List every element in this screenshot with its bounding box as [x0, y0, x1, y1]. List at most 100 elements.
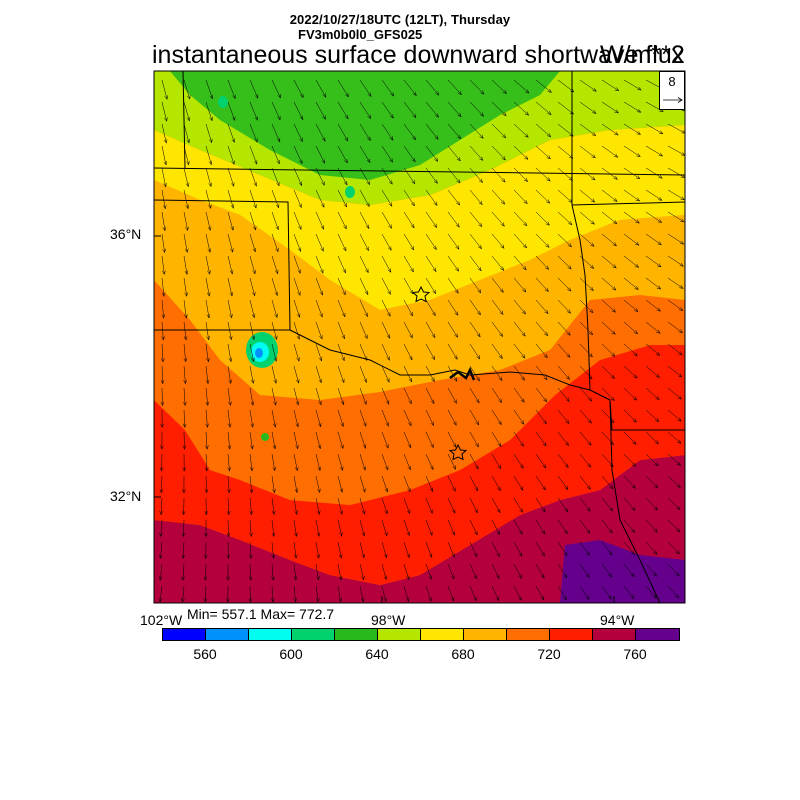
lon-label-94w: 94°W — [600, 612, 635, 628]
wind-vector-head — [566, 309, 572, 314]
wind-vector-head — [204, 554, 208, 560]
wind-vector — [667, 541, 680, 555]
wind-vector-head — [254, 116, 258, 121]
wind-vector-head — [519, 508, 523, 513]
wind-vector-head — [299, 137, 303, 143]
wind-vector — [183, 189, 189, 209]
wind-vector — [667, 563, 680, 577]
wind-vector-head — [633, 374, 638, 379]
wind-vector-head — [518, 574, 522, 579]
wind-vector — [601, 541, 613, 556]
wind-vector — [249, 321, 255, 340]
wind-vector — [161, 475, 163, 493]
wind-vector — [249, 101, 258, 121]
wind-vector-head — [428, 553, 433, 559]
wind-vector-head — [343, 224, 347, 230]
wind-vector-head — [361, 575, 365, 581]
wind-vector-head — [430, 443, 434, 449]
wind-vector — [183, 211, 188, 231]
wind-vector — [381, 255, 392, 273]
wind-vector-head — [162, 248, 166, 254]
wind-vector-head — [609, 462, 614, 468]
wind-vector-head — [362, 466, 366, 471]
wind-vector-head — [680, 196, 685, 201]
wind-vector-head — [502, 111, 507, 117]
wind-vector — [381, 365, 390, 383]
wind-vector-head — [293, 598, 298, 603]
wind-vector-head — [630, 594, 635, 600]
wind-vector — [403, 409, 412, 427]
wind-vector — [425, 365, 435, 382]
wind-vector — [447, 387, 457, 404]
wind-vector-head — [655, 418, 660, 423]
wind-vector — [359, 145, 371, 163]
wind-vector — [381, 431, 389, 449]
wind-vector-head — [207, 248, 211, 253]
wind-vector-head — [341, 356, 345, 362]
wind-vector-head — [676, 505, 681, 511]
wind-vector — [623, 541, 635, 555]
wind-vector — [205, 343, 209, 362]
wind-vector — [601, 431, 614, 445]
wind-vector-head — [498, 376, 503, 382]
wind-vector-head — [570, 88, 575, 93]
wind-vector-head — [588, 353, 593, 358]
wind-vector-head — [338, 597, 342, 603]
wind-vector — [381, 519, 388, 536]
wind-vector — [337, 475, 343, 493]
wind-vector-head — [412, 91, 417, 97]
wind-vector-head — [385, 422, 389, 427]
wind-vector — [491, 453, 501, 469]
wind-vector-head — [341, 312, 346, 318]
wind-vector — [205, 211, 211, 231]
wind-vector — [579, 585, 590, 600]
wind-vector-head — [432, 289, 437, 295]
wind-vector — [271, 343, 277, 362]
wind-vector-head — [271, 554, 276, 560]
wind-vector — [249, 563, 251, 581]
wind-vector-head — [430, 421, 434, 427]
wind-vector-head — [496, 552, 500, 558]
wind-vector — [535, 343, 548, 358]
wind-vector-head — [183, 379, 187, 385]
wind-vector-head — [456, 157, 461, 162]
wind-vector — [579, 475, 591, 490]
wind-vector — [381, 343, 390, 361]
wind-vector — [623, 101, 642, 113]
wind-vector — [381, 101, 394, 119]
wind-vector — [293, 79, 304, 98]
wind-vector — [491, 365, 503, 381]
wind-vector — [601, 299, 616, 313]
wind-vector — [623, 189, 640, 202]
wind-vector — [249, 299, 255, 318]
wind-vector — [623, 409, 637, 423]
wind-vector — [359, 387, 367, 405]
lat-label-32n: 32°N — [110, 488, 142, 504]
wind-vector — [469, 277, 482, 294]
wind-vector-head — [480, 90, 485, 95]
wind-vector — [535, 145, 551, 160]
wind-vector-head — [607, 595, 612, 600]
wind-vector-head — [455, 245, 460, 250]
wind-vector — [491, 321, 503, 337]
wind-vector — [359, 79, 372, 97]
wind-vector-head — [435, 91, 440, 96]
wind-vector-head — [453, 377, 458, 382]
wind-vector — [403, 519, 410, 536]
wind-vector-head — [299, 93, 304, 99]
wind-vector — [491, 387, 502, 403]
wind-vector — [447, 189, 460, 206]
wind-vector-head — [339, 510, 343, 515]
wind-vector-head — [451, 575, 455, 580]
wind-vector — [447, 277, 459, 294]
wind-vector-head — [253, 204, 257, 209]
wind-vector-head — [298, 225, 302, 231]
wind-vector-head — [477, 266, 482, 272]
wind-vector — [601, 563, 612, 578]
wind-vector-head — [452, 487, 456, 492]
wind-vector — [227, 233, 233, 253]
wind-vector — [359, 585, 364, 602]
wind-vector-head — [386, 312, 391, 317]
wind-vector-head — [544, 287, 549, 293]
wind-vector — [645, 233, 662, 245]
